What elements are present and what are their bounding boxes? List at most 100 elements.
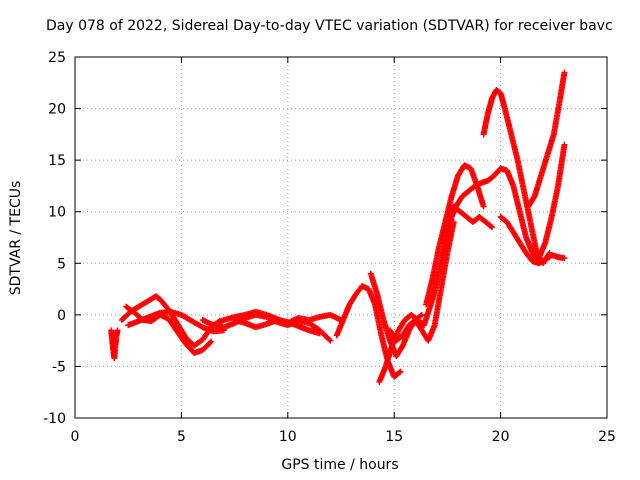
- data-point: [316, 330, 323, 337]
- plot-frame: [74, 56, 608, 419]
- data-point-trail: [497, 91, 508, 111]
- data-point-trail: [544, 132, 557, 157]
- data-point-trail: [368, 272, 380, 296]
- data-point-trail: [383, 344, 395, 368]
- data-point-trail: [392, 369, 403, 379]
- y-tick-label: -10: [43, 411, 66, 427]
- data-point-trail: [498, 214, 509, 225]
- data-point-trail: [494, 87, 503, 96]
- data-point-trail: [477, 214, 488, 225]
- data-series-arc-k: [386, 219, 457, 344]
- data-point-trail: [548, 184, 561, 219]
- chart-title: Day 078 of 2022, Sidereal Day-to-day VTE…: [46, 18, 613, 34]
- data-point-trail: [538, 153, 550, 178]
- data-point: [397, 368, 404, 375]
- y-tick-label: 10: [48, 205, 66, 221]
- data-point: [418, 311, 425, 318]
- data-point-trail: [510, 184, 523, 214]
- y-tick-label: 25: [48, 50, 66, 66]
- data-point-trail: [166, 317, 180, 334]
- data-point-trail: [366, 287, 378, 307]
- data-point: [561, 141, 568, 148]
- data-point-trail: [124, 304, 137, 315]
- data-point-trail: [485, 96, 495, 116]
- data-point-trail: [524, 251, 535, 264]
- data-point: [208, 338, 215, 345]
- data-point-trail: [317, 328, 333, 343]
- data-point-trail: [174, 329, 188, 346]
- data-series-arc-r: [535, 141, 568, 262]
- data-point-trail: [517, 240, 529, 255]
- data-point: [561, 69, 568, 76]
- data-point-trail: [449, 174, 461, 198]
- data-point-trail: [396, 318, 408, 333]
- data-point-trail: [372, 303, 385, 337]
- x-tick-label: 10: [279, 429, 297, 445]
- data-series-arc-n: [444, 203, 496, 231]
- data-point-trail: [514, 158, 527, 193]
- data-series-arc-h: [333, 282, 404, 380]
- data-point-trail: [394, 333, 405, 343]
- data-point: [114, 327, 121, 334]
- data-point-trail: [458, 209, 469, 220]
- data-point-trail: [174, 321, 188, 340]
- data-point-trail: [425, 323, 438, 343]
- data-series-arc-q: [525, 69, 568, 210]
- x-axis-label: GPS time / hours: [281, 457, 399, 473]
- data-point-trail: [200, 339, 214, 352]
- data-point-trail: [400, 323, 412, 338]
- data-point-trail: [527, 220, 540, 255]
- data-point-trail: [158, 297, 171, 312]
- data-point-trail: [440, 220, 453, 245]
- data-point-trail: [526, 194, 537, 209]
- data-point-trail: [374, 292, 387, 322]
- data-point-trail: [376, 364, 389, 384]
- data-point-trail: [340, 302, 352, 322]
- data-point-trail: [466, 183, 477, 194]
- data-point-trail: [436, 220, 448, 250]
- data-point-trail: [451, 204, 463, 214]
- data-point-trail: [413, 318, 425, 333]
- data-point-trail: [381, 318, 393, 343]
- data-point-trail: [502, 107, 514, 136]
- data-point-trail: [485, 173, 497, 183]
- data-point-trail: [307, 320, 322, 333]
- data-series-arc-p: [497, 213, 568, 267]
- data-point-trail: [190, 318, 205, 330]
- data-point-trail: [555, 143, 568, 188]
- data-point-trail: [179, 312, 194, 324]
- data-point-trail: [421, 297, 436, 327]
- data-point-trail: [517, 210, 529, 239]
- data-point: [561, 255, 568, 262]
- data-point-trail: [137, 299, 150, 309]
- data-point-trail: [460, 188, 471, 199]
- data-point-trail: [423, 277, 436, 307]
- data-series-arc-d: [125, 308, 227, 335]
- data-point-trail: [347, 292, 359, 307]
- data-point-trail: [192, 337, 205, 348]
- data-point: [480, 203, 487, 210]
- data-point-trail: [438, 251, 451, 291]
- y-tick-label: -5: [52, 359, 66, 375]
- x-tick-label: 25: [598, 429, 616, 445]
- data-point-trail: [483, 219, 495, 230]
- x-tick-label: 20: [492, 429, 510, 445]
- data-point-trail: [508, 132, 521, 162]
- data-point-trail: [429, 261, 444, 301]
- data-series-arc-g: [231, 317, 323, 337]
- data-point: [489, 224, 496, 231]
- y-tick-label: 0: [57, 308, 66, 324]
- data-point-trail: [504, 220, 516, 235]
- data-point-trail: [400, 328, 412, 348]
- data-point-trail: [394, 344, 405, 358]
- y-tick-label: 20: [48, 102, 66, 118]
- x-tick-label: 5: [177, 429, 186, 445]
- data-point-trail: [523, 235, 535, 255]
- data-point-trail: [119, 309, 133, 322]
- data-point-trail: [551, 96, 563, 136]
- data-point-trail: [480, 112, 491, 136]
- data-point-trail: [431, 287, 444, 327]
- data-point-trail: [542, 215, 555, 245]
- x-tick-label: 0: [71, 429, 80, 445]
